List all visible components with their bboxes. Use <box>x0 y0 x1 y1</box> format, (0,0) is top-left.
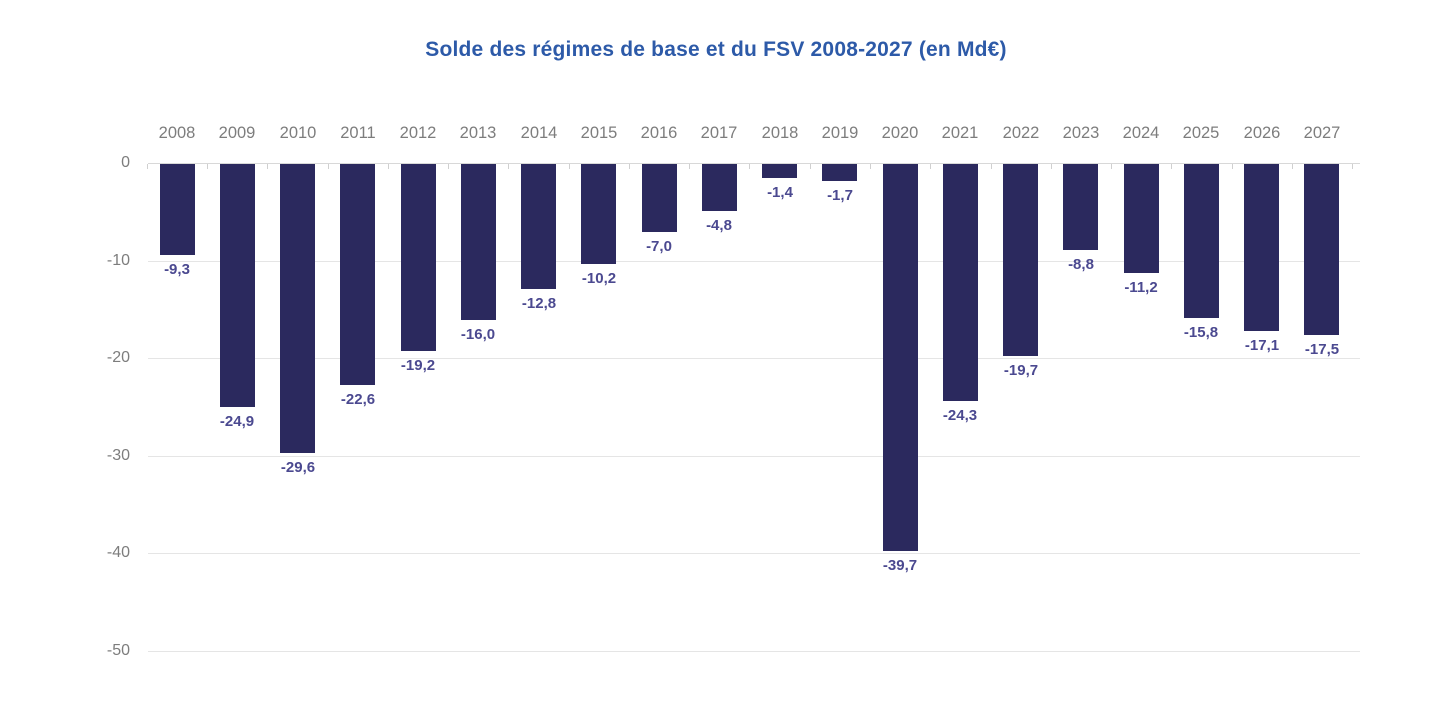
category-label-2014: 2014 <box>520 124 558 142</box>
value-label-2019: -1,7 <box>827 187 853 204</box>
axis-tick-mark <box>629 164 630 169</box>
value-label-2015: -10,2 <box>581 270 617 287</box>
bar-2022 <box>1003 164 1038 356</box>
bar-2025 <box>1184 164 1219 318</box>
bar-2018 <box>762 164 797 178</box>
axis-tick-mark <box>267 164 268 169</box>
bar-2016 <box>642 164 677 232</box>
axis-tick-mark <box>1051 164 1052 169</box>
category-label-2018: 2018 <box>761 124 799 142</box>
value-label-2018: -1,4 <box>767 184 793 201</box>
bar-2024 <box>1124 164 1159 273</box>
value-label-2010: -29,6 <box>280 459 316 476</box>
y-axis-tick-label: 0 <box>121 154 130 171</box>
chart-title: Solde des régimes de base et du FSV 2008… <box>425 38 1007 61</box>
bar-2015 <box>581 164 616 264</box>
gridline <box>148 651 1360 652</box>
bar-2009 <box>220 164 255 407</box>
value-label-2024: -11,2 <box>1124 279 1158 296</box>
y-axis-tick-label: -30 <box>106 447 130 464</box>
category-label-2024: 2024 <box>1122 124 1160 142</box>
bar-2011 <box>340 164 375 385</box>
value-label-2016: -7,0 <box>646 238 672 255</box>
bar-2014 <box>521 164 556 289</box>
category-label-2011: 2011 <box>340 124 376 142</box>
axis-tick-mark <box>1292 164 1293 169</box>
y-axis-tick-label: -40 <box>106 544 130 561</box>
bar-2027 <box>1304 164 1339 335</box>
value-label-2020: -39,7 <box>882 557 918 574</box>
category-label-2013: 2013 <box>459 124 497 142</box>
axis-tick-mark <box>147 164 148 169</box>
bar-2021 <box>943 164 978 401</box>
category-label-2017: 2017 <box>700 124 738 142</box>
value-label-2025: -15,8 <box>1183 324 1219 341</box>
axis-tick-mark <box>448 164 449 169</box>
y-axis-tick-label: -20 <box>106 349 130 366</box>
axis-tick-mark <box>930 164 931 169</box>
category-label-2015: 2015 <box>580 124 618 142</box>
axis-tick-mark <box>207 164 208 169</box>
category-label-2026: 2026 <box>1243 124 1281 142</box>
axis-tick-mark <box>991 164 992 169</box>
value-label-2021: -24,3 <box>942 407 978 424</box>
gridline <box>148 553 1360 554</box>
category-label-2009: 2009 <box>218 124 256 142</box>
category-label-2025: 2025 <box>1182 124 1220 142</box>
axis-tick-mark <box>870 164 871 169</box>
value-label-2017: -4,8 <box>706 217 732 234</box>
category-label-2012: 2012 <box>399 124 437 142</box>
category-label-2020: 2020 <box>881 124 919 142</box>
axis-tick-mark <box>569 164 570 169</box>
value-label-2013: -16,0 <box>460 326 496 343</box>
category-label-2008: 2008 <box>158 124 196 142</box>
category-label-2021: 2021 <box>941 124 979 142</box>
category-label-2022: 2022 <box>1002 124 1040 142</box>
category-label-2016: 2016 <box>640 124 678 142</box>
category-label-2027: 2027 <box>1303 124 1341 142</box>
value-label-2027: -17,5 <box>1304 341 1340 358</box>
y-axis-tick-label: -50 <box>106 642 130 659</box>
axis-tick-mark <box>1111 164 1112 169</box>
axis-tick-mark <box>1171 164 1172 169</box>
bar-2017 <box>702 164 737 211</box>
value-label-2008: -9,3 <box>164 261 190 278</box>
bar-2012 <box>401 164 436 351</box>
axis-tick-mark <box>810 164 811 169</box>
axis-tick-mark <box>328 164 329 169</box>
category-label-2023: 2023 <box>1062 124 1100 142</box>
axis-tick-mark <box>749 164 750 169</box>
value-label-2023: -8,8 <box>1068 256 1094 273</box>
bar-2008 <box>160 164 195 255</box>
y-axis-tick-label: -10 <box>106 252 130 269</box>
gridline <box>148 261 1360 262</box>
category-label-2019: 2019 <box>821 124 859 142</box>
axis-tick-mark <box>388 164 389 169</box>
zero-gridline <box>148 163 1360 164</box>
bar-2013 <box>461 164 496 320</box>
axis-tick-mark <box>508 164 509 169</box>
gridline <box>148 358 1360 359</box>
bar-2010 <box>280 164 315 453</box>
value-label-2011: -22,6 <box>340 391 376 408</box>
value-label-2014: -12,8 <box>521 295 557 312</box>
value-label-2009: -24,9 <box>219 413 255 430</box>
value-label-2012: -19,2 <box>400 357 436 374</box>
value-label-2022: -19,7 <box>1003 362 1039 379</box>
gridline <box>148 456 1360 457</box>
axis-tick-mark <box>1352 164 1353 169</box>
bar-2023 <box>1063 164 1098 250</box>
bar-2019 <box>822 164 857 181</box>
value-label-2026: -17,1 <box>1244 337 1280 354</box>
axis-tick-mark <box>689 164 690 169</box>
bar-2020 <box>883 164 918 551</box>
bar-2026 <box>1244 164 1279 331</box>
category-label-2010: 2010 <box>279 124 317 142</box>
axis-tick-mark <box>1232 164 1233 169</box>
